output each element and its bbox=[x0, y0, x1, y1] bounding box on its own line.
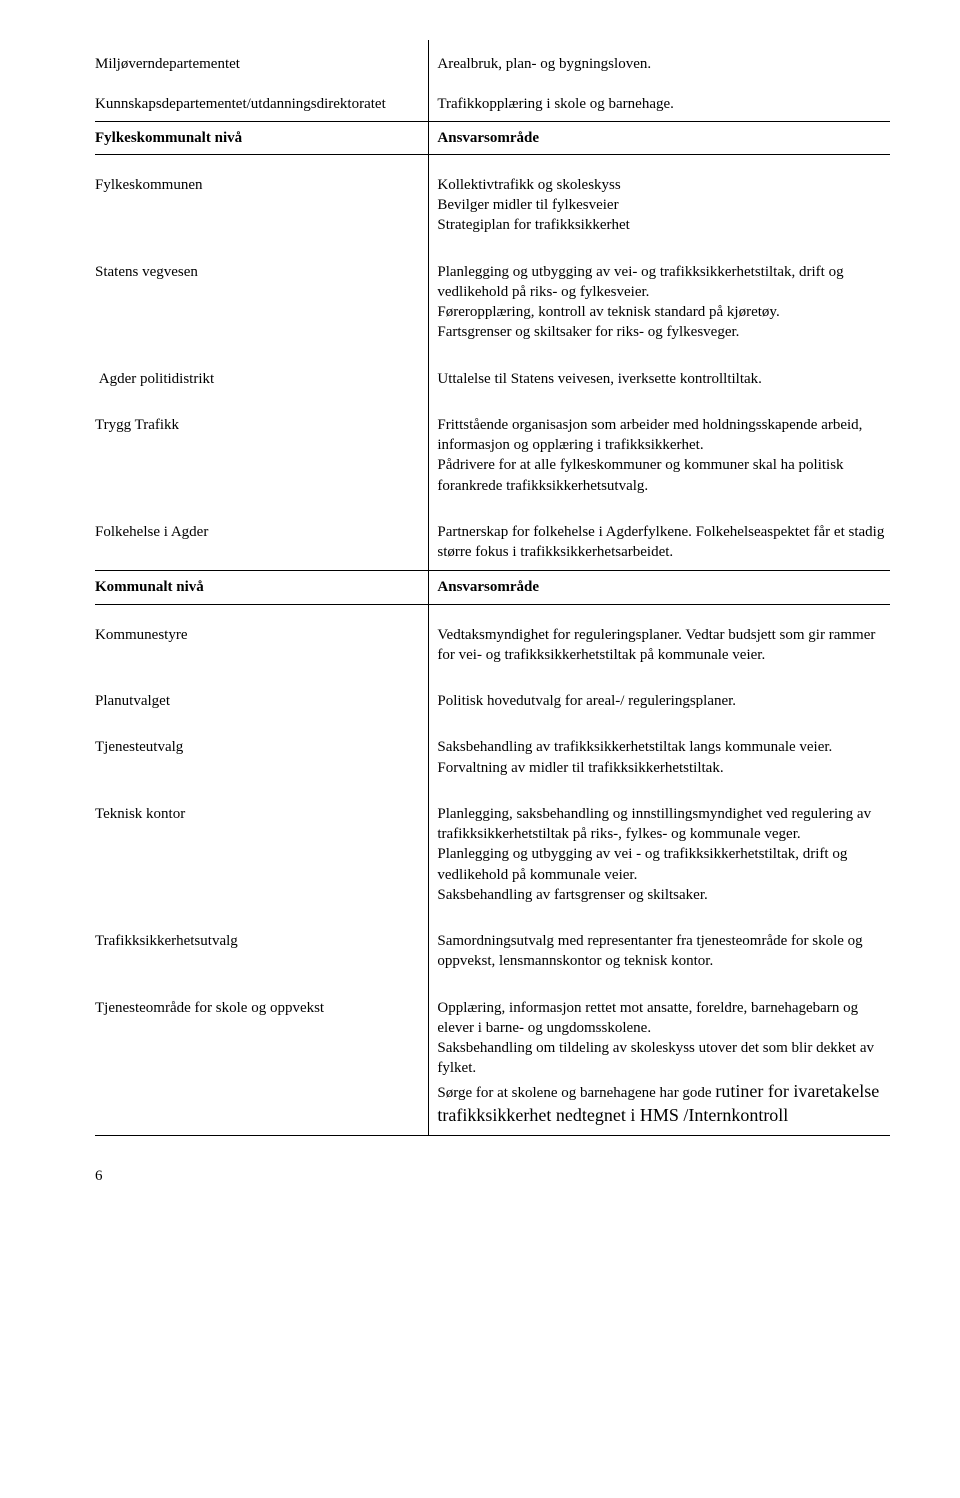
responsibility-text: Samordningsutvalg med representanter fra… bbox=[437, 931, 890, 972]
national-row: Kunnskapsdepartementet/utdanningsdirekto… bbox=[95, 80, 890, 121]
entity-label: Agder politidistrikt bbox=[99, 371, 214, 387]
entity-label: Teknisk kontor bbox=[95, 806, 185, 822]
responsibility-text: Saksbehandling om tildeling av skoleskys… bbox=[437, 1038, 890, 1079]
kommunalt-row: Planutvalget Politisk hovedutvalg for ar… bbox=[95, 671, 890, 717]
responsibility-text: Arealbruk, plan- og bygningsloven. bbox=[437, 56, 651, 72]
responsibility-text: Strategiplan for trafikksikkerhet bbox=[437, 215, 890, 235]
section-title: Fylkeskommunalt nivå bbox=[95, 130, 242, 146]
entity-label: Tjenesteutvalg bbox=[95, 739, 183, 755]
entity-label: Miljøverndepartementet bbox=[95, 56, 240, 72]
responsibility-text: Vedtaksmyndighet for reguleringsplaner. … bbox=[437, 625, 890, 666]
mixed-text-pre: Sørge for at skolene og barnehagene har … bbox=[437, 1085, 715, 1101]
section-header-fylkes: Fylkeskommunalt nivå Ansvarsområde bbox=[95, 121, 890, 154]
fylkes-row: Fylkeskommunen Kollektivtrafikk og skole… bbox=[95, 154, 890, 241]
responsibility-text: Føreropplæring, kontroll av teknisk stan… bbox=[437, 302, 890, 322]
entity-label: Statens vegvesen bbox=[95, 264, 198, 280]
entity-label: Folkehelse i Agder bbox=[95, 524, 208, 540]
responsibility-table: Miljøverndepartementet Arealbruk, plan- … bbox=[95, 40, 890, 1136]
entity-label: Kommunestyre bbox=[95, 627, 187, 643]
entity-label: Kunnskapsdepartementet/utdanningsdirekto… bbox=[95, 96, 386, 112]
responsibility-text: Saksbehandling av trafikksikkerhetstilta… bbox=[437, 737, 890, 757]
responsibility-text: Planlegging og utbygging av vei- og traf… bbox=[437, 262, 890, 303]
responsibility-text: Fartsgrenser og skiltsaker for riks- og … bbox=[437, 322, 890, 342]
responsibility-text: Bevilger midler til fylkesveier bbox=[437, 195, 890, 215]
entity-label: Trygg Trafikk bbox=[95, 417, 179, 433]
responsibility-text: Pådrivere for at alle fylkeskommuner og … bbox=[437, 455, 890, 496]
kommunalt-row: Teknisk kontor Planlegging, saksbehandli… bbox=[95, 784, 890, 911]
entity-label: Planutvalget bbox=[95, 693, 170, 709]
section-header-kommunalt: Kommunalt nivå Ansvarsområde bbox=[95, 571, 890, 604]
responsibility-text: Opplæring, informasjon rettet mot ansatt… bbox=[437, 998, 890, 1039]
responsibility-text: Uttalelse til Statens veivesen, iverkset… bbox=[437, 369, 890, 389]
entity-label: Tjenesteområde for skole og oppvekst bbox=[95, 1000, 324, 1016]
section-title: Ansvarsområde bbox=[437, 130, 539, 146]
kommunalt-row: Tjenesteutvalg Saksbehandling av trafikk… bbox=[95, 717, 890, 784]
kommunalt-row: Trafikksikkerhetsutvalg Samordningsutval… bbox=[95, 911, 890, 978]
section-title: Kommunalt nivå bbox=[95, 579, 204, 595]
fylkes-row: Agder politidistrikt Uttalelse til State… bbox=[95, 349, 890, 395]
kommunalt-row: Kommunestyre Vedtaksmyndighet for regule… bbox=[95, 604, 890, 671]
responsibility-text: Kollektivtrafikk og skoleskyss bbox=[437, 175, 890, 195]
section-title: Ansvarsområde bbox=[437, 579, 539, 595]
responsibility-text: Forvaltning av midler til trafikksikkerh… bbox=[437, 758, 890, 778]
responsibility-text: Planlegging og utbygging av vei - og tra… bbox=[437, 844, 890, 885]
responsibility-text: Sørge for at skolene og barnehagene har … bbox=[437, 1079, 890, 1128]
page-number: 6 bbox=[95, 1166, 890, 1186]
fylkes-row: Trygg Trafikk Frittstående organisasjon … bbox=[95, 395, 890, 502]
mixed-text-big: rutiner for bbox=[715, 1081, 788, 1101]
responsibility-text: Planlegging, saksbehandling og innstilli… bbox=[437, 804, 890, 845]
responsibility-text: Frittstående organisasjon som arbeider m… bbox=[437, 415, 890, 456]
responsibility-text: Trafikkopplæring i skole og barnehage. bbox=[437, 96, 674, 112]
national-row: Miljøverndepartementet Arealbruk, plan- … bbox=[95, 40, 890, 80]
fylkes-row: Folkehelse i Agder Partnerskap for folke… bbox=[95, 502, 890, 571]
kommunalt-row: Tjenesteområde for skole og oppvekst Opp… bbox=[95, 978, 890, 1136]
responsibility-text: Politisk hovedutvalg for areal-/ reguler… bbox=[437, 691, 890, 711]
fylkes-row: Statens vegvesen Planlegging og utbyggin… bbox=[95, 242, 890, 349]
entity-label: Trafikksikkerhetsutvalg bbox=[95, 933, 238, 949]
entity-label: Fylkeskommunen bbox=[95, 177, 203, 193]
responsibility-text: Partnerskap for folkehelse i Agderfylken… bbox=[437, 522, 890, 563]
responsibility-text: Saksbehandling av fartsgrenser og skilts… bbox=[437, 885, 890, 905]
